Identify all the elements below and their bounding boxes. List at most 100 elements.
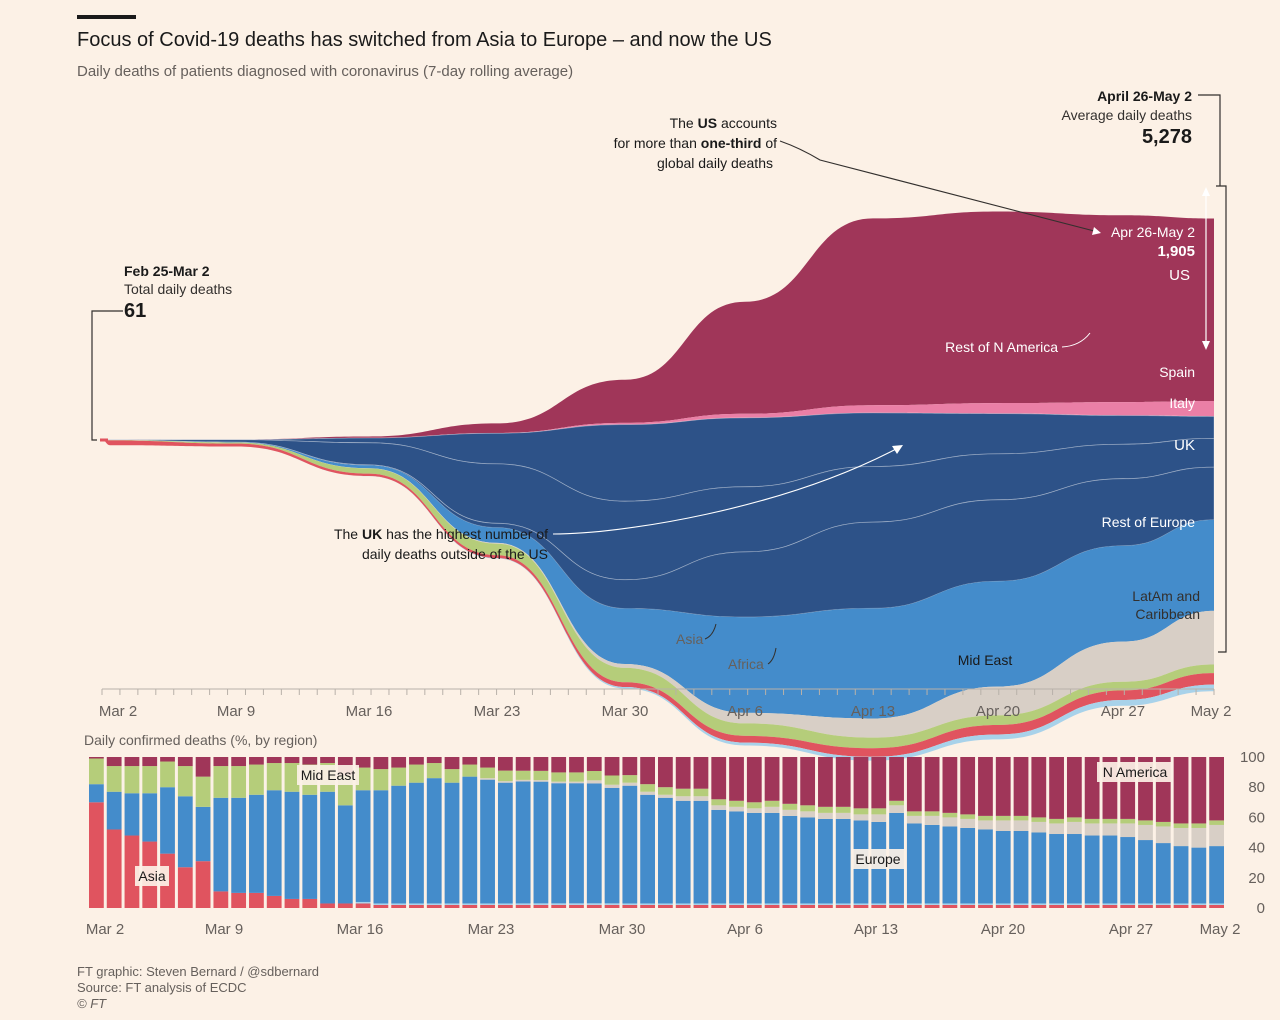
stream-x-tick-label: Mar 30 [602, 703, 649, 720]
bar-segment-europe [231, 797, 247, 893]
bar-segment-europe [729, 811, 744, 904]
bar-segment-n-america [515, 757, 531, 771]
bar-segment-asia [1155, 904, 1171, 908]
bar-segment-n-america [1013, 757, 1029, 816]
bar-segment-n-america [355, 757, 371, 768]
footer-credit: FT graphic: Steven Bernard / @sdbernard [77, 964, 320, 979]
bar-segment-africa [569, 903, 584, 905]
bar-segment-asia [1013, 904, 1029, 908]
bar-segment-latam [622, 782, 638, 786]
bar-segment-mid-east [551, 772, 567, 782]
bar-x-tick-label: Apr 13 [854, 921, 898, 938]
bar-segment-mid-east [1120, 818, 1136, 824]
bar-segment-africa [444, 903, 460, 905]
bar-segment-asia [462, 904, 478, 908]
bar-segment-asia [213, 891, 229, 908]
bar-segment-europe [284, 791, 300, 899]
bar-segment-europe [480, 779, 495, 904]
bar-segment-africa [960, 903, 976, 905]
bar-segment-mid-east [231, 766, 247, 798]
bar-segment-europe [960, 827, 976, 904]
bar-segment-africa [746, 903, 762, 905]
bar-segment-europe [142, 793, 158, 842]
bar-segment-n-america [1173, 757, 1189, 824]
bar-segment-n-america [622, 757, 638, 776]
bar-segment-europe [1031, 832, 1047, 904]
bar-segment-latam [658, 794, 673, 798]
bar-segment-europe [1013, 830, 1029, 904]
stream-x-tick-label: Mar 2 [99, 703, 137, 720]
bar-segment-mid-east [729, 800, 744, 807]
bar-segment-asia [889, 904, 904, 908]
bar-segment-mid-east [924, 811, 940, 816]
bar-segment-asia [835, 904, 851, 908]
streamgraph [100, 211, 1215, 761]
bar-segment-asia [906, 904, 922, 908]
bar-segment-asia [89, 802, 104, 908]
stream-area-mid-east [102, 440, 1214, 749]
bar-segment-latam [729, 806, 744, 812]
bar-segment-africa [1191, 903, 1207, 905]
bar-segment-n-america [320, 757, 335, 764]
bar-segment-mid-east [746, 802, 762, 809]
bar-segment-europe [195, 806, 211, 862]
bar-segment-n-america [693, 757, 709, 789]
bar-segment-mid-east [853, 808, 869, 815]
bar-segment-europe [89, 784, 104, 803]
bar-segment-n-america [426, 757, 442, 764]
stream-x-tick-label: Apr 6 [727, 703, 763, 720]
bar-segment-mid-east [515, 770, 531, 780]
bar-segment-asia [729, 904, 744, 908]
bar-segment-n-america [249, 757, 264, 765]
right-bracket [1198, 94, 1227, 653]
bar-segment-europe [782, 815, 798, 904]
bar-segment-asia [373, 904, 389, 908]
bar-y-tick-label: 20 [1248, 870, 1265, 887]
bar-segment-n-america [1066, 757, 1082, 818]
bar-segment-asia [800, 904, 816, 908]
area-label-spain: Spain [1159, 364, 1195, 380]
bar-segment-n-america [1049, 757, 1064, 819]
bar-segment-latam [782, 809, 798, 816]
bar-segment-asia [586, 904, 602, 908]
bar-segment-n-america [942, 757, 958, 813]
bar-segment-asia [337, 903, 353, 908]
bar-segment-europe [942, 826, 958, 904]
bar-segment-mid-east [711, 799, 727, 806]
bar-segment-asia [480, 904, 495, 908]
bar-segment-africa [586, 903, 602, 905]
bar-segment-europe [1155, 843, 1171, 904]
bar-segment-n-america [889, 757, 904, 801]
bar-segment-mid-east [1209, 820, 1224, 825]
bar-segment-africa [409, 903, 424, 905]
bar-segment-latam [1084, 823, 1100, 836]
bar-segment-europe [1084, 835, 1100, 904]
title-rule [77, 15, 136, 19]
bar-segment-asia [1066, 904, 1082, 908]
bar-segment-africa [889, 903, 904, 905]
bar-segment-n-america [782, 757, 798, 804]
bar-label-n-america: N America [1103, 764, 1168, 780]
bar-segment-n-america [658, 757, 673, 788]
area-label-uk: UK [1174, 437, 1195, 454]
bar-segment-n-america [231, 757, 247, 767]
bar-segment-mid-east [195, 776, 211, 807]
bar-segment-mid-east [160, 761, 175, 788]
bar-segment-n-america [391, 757, 407, 768]
bar-segment-europe [266, 790, 282, 896]
bar-segment-n-america [995, 757, 1011, 816]
bar-segment-africa [1209, 903, 1224, 905]
bar-segment-asia [533, 904, 549, 908]
bar-segment-africa [693, 903, 709, 905]
bar-segment-mid-east [177, 766, 193, 797]
bar-segment-europe [800, 817, 816, 904]
bar-segment-europe [497, 782, 513, 904]
bar-segment-africa [675, 903, 691, 905]
bar-segment-mid-east [978, 815, 993, 821]
bar-segment-n-america [444, 757, 460, 770]
bar-segment-africa [497, 903, 513, 905]
bar-segment-n-america [497, 757, 513, 771]
bar-segment-asia [658, 904, 673, 908]
bar-segment-n-america [124, 757, 140, 767]
left-caption: Total daily deaths [124, 281, 232, 297]
